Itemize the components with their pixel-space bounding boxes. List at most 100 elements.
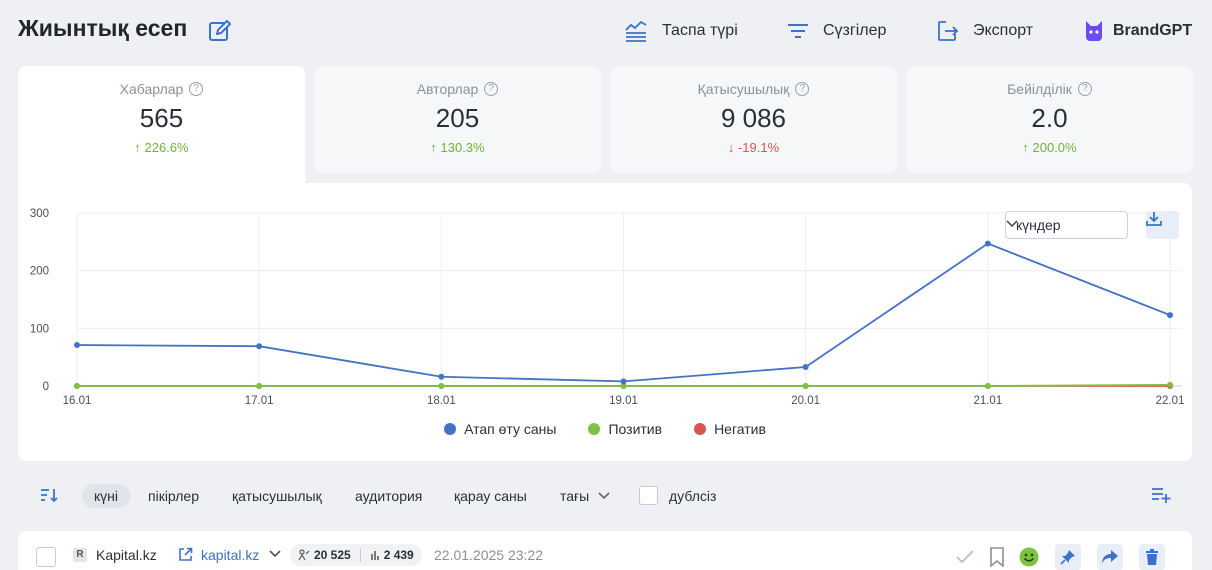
feed-type-icon xyxy=(625,20,647,42)
metric-card-authors[interactable]: Авторлар? 205 ↑ 130.3% xyxy=(314,66,601,173)
duplicates-checkbox[interactable] xyxy=(639,486,658,505)
audience-count: 20 525 xyxy=(314,548,351,562)
data-point xyxy=(256,343,263,350)
export-button[interactable]: Экспорт xyxy=(937,18,1033,44)
data-point xyxy=(802,383,809,389)
sort-order-icon[interactable] xyxy=(40,487,58,503)
x-tick-label: 22.01 xyxy=(1156,395,1185,407)
source-logo-icon: R xyxy=(73,548,87,562)
chart-legend: Атап өту саны Позитив Негатив xyxy=(18,421,1192,437)
data-point xyxy=(620,383,627,389)
metric-delta: ↑ 226.6% xyxy=(134,140,189,155)
data-point xyxy=(1167,381,1173,388)
audience-icon xyxy=(298,549,310,561)
x-tick-label: 19.01 xyxy=(609,395,638,407)
pin-icon xyxy=(1060,550,1075,565)
help-icon[interactable]: ? xyxy=(484,82,499,96)
period-select[interactable]: күндер xyxy=(1005,211,1128,239)
brandgpt-label: BrandGPT xyxy=(1113,22,1193,39)
metric-card-engagement[interactable]: Қатысушылық? 9 086 ↓ -19.1% xyxy=(610,66,897,173)
source-name[interactable]: Kapital.kz xyxy=(96,547,157,563)
metric-label: Бейілділік xyxy=(1007,81,1072,97)
line-chart: 300 200 100 0 16.01 17.01 18.01 19.01 20.01 21.01… xyxy=(30,208,1185,407)
y-tick-label: 0 xyxy=(43,381,49,393)
legend-label: Атап өту саны xyxy=(464,421,557,437)
add-list-icon[interactable] xyxy=(1151,486,1171,504)
export-label: Экспорт xyxy=(973,22,1034,39)
sort-option-date[interactable]: күні xyxy=(82,484,130,508)
chevron-down-icon xyxy=(1006,220,1018,228)
metric-delta: ↑ 130.3% xyxy=(430,140,485,155)
x-tick-label: 21.01 xyxy=(973,395,1002,407)
data-point xyxy=(438,373,445,380)
checkmark-icon xyxy=(956,550,974,564)
sort-option-engagement[interactable]: қатысушылық xyxy=(232,488,322,504)
sort-bar: күні пікірлер қатысушылық аудитория қара… xyxy=(0,480,1212,512)
share-arrow-icon xyxy=(1102,550,1118,564)
period-select-value: күндер xyxy=(1016,217,1061,233)
data-point xyxy=(74,383,80,389)
metric-card-loyalty[interactable]: Бейілділік? 2.0 ↑ 200.0% xyxy=(906,66,1193,173)
feed-type-label: Таспа түрі xyxy=(662,22,738,39)
pin-button[interactable] xyxy=(1055,544,1081,570)
views-count: 2 439 xyxy=(383,548,414,562)
metric-delta: ↓ -19.1% xyxy=(727,140,780,155)
sort-option-audience[interactable]: аудитория xyxy=(355,488,423,504)
filter-icon xyxy=(788,24,808,38)
metric-card-messages[interactable]: Хабарлар? 565 ↑ 226.6% xyxy=(18,66,305,184)
external-link-icon[interactable] xyxy=(178,547,193,562)
export-icon xyxy=(938,21,959,41)
source-link[interactable]: kapital.kz xyxy=(201,547,260,563)
download-chart-button[interactable] xyxy=(1146,211,1179,239)
help-icon[interactable]: ? xyxy=(189,82,204,96)
legend-label: Позитив xyxy=(608,421,663,437)
post-checkbox[interactable] xyxy=(36,547,56,567)
edit-icon[interactable] xyxy=(208,19,232,43)
chevron-down-icon[interactable] xyxy=(269,550,281,558)
filters-button[interactable]: Сүзгілер xyxy=(787,18,886,44)
data-point xyxy=(984,383,991,389)
brandgpt-button[interactable]: BrandGPT xyxy=(1084,18,1192,44)
metric-label: Авторлар xyxy=(416,81,479,97)
legend-item-mentions[interactable]: Атап өту саны xyxy=(444,421,556,437)
y-tick-label: 300 xyxy=(30,208,49,220)
x-tick-label: 20.01 xyxy=(791,395,820,407)
download-icon xyxy=(1146,212,1162,226)
legend-item-negative[interactable]: Негатив xyxy=(694,421,766,437)
chart-panel: 300 200 100 0 16.01 17.01 18.01 19.01 20.01 21.01… xyxy=(18,183,1192,461)
sort-option-views[interactable]: қарау саны xyxy=(454,488,527,504)
filters-label: Сүзгілер xyxy=(823,22,887,39)
trash-icon xyxy=(1146,549,1158,565)
post-date: 22.01.2025 23:22 xyxy=(434,547,543,563)
data-point xyxy=(256,383,263,389)
x-tick-label: 18.01 xyxy=(427,395,456,407)
legend-label: Негатив xyxy=(714,421,766,437)
legend-item-positive[interactable]: Позитив xyxy=(588,421,662,437)
help-icon[interactable]: ? xyxy=(1077,82,1092,96)
y-tick-label: 100 xyxy=(30,323,49,335)
page-title: Жиынтық есеп xyxy=(18,15,188,41)
sort-option-comments[interactable]: пікірлер xyxy=(148,488,199,504)
metric-value: 565 xyxy=(139,103,184,133)
metric-value: 9 086 xyxy=(720,103,787,133)
smile-face-icon xyxy=(1019,547,1039,567)
help-icon[interactable]: ? xyxy=(795,82,810,96)
feed-type-button[interactable]: Таспа түрі xyxy=(624,18,738,44)
metric-value: 205 xyxy=(435,103,480,133)
post-row: R Kapital.kz kapital.kz 20 525 2 439 22.… xyxy=(18,531,1192,570)
delete-button[interactable] xyxy=(1139,544,1165,570)
sentiment-button[interactable] xyxy=(1016,544,1042,570)
duplicates-label: дублсіз xyxy=(669,488,717,504)
legend-dot xyxy=(694,423,707,435)
bookmark-button[interactable] xyxy=(984,544,1010,570)
y-tick-label: 200 xyxy=(30,266,49,278)
metric-value: 2.0 xyxy=(1031,103,1068,133)
x-tick-label: 17.01 xyxy=(245,395,274,407)
page-header: Жиынтық есеп Таспа түрі Сүзгілер Экспорт xyxy=(0,0,1212,62)
sort-option-more[interactable]: тағы xyxy=(560,484,610,508)
post-stats: 20 525 2 439 xyxy=(290,544,422,566)
data-point xyxy=(438,383,445,389)
views-bar-icon xyxy=(370,551,379,560)
share-button[interactable] xyxy=(1097,544,1123,570)
mark-read-button[interactable] xyxy=(952,544,978,570)
